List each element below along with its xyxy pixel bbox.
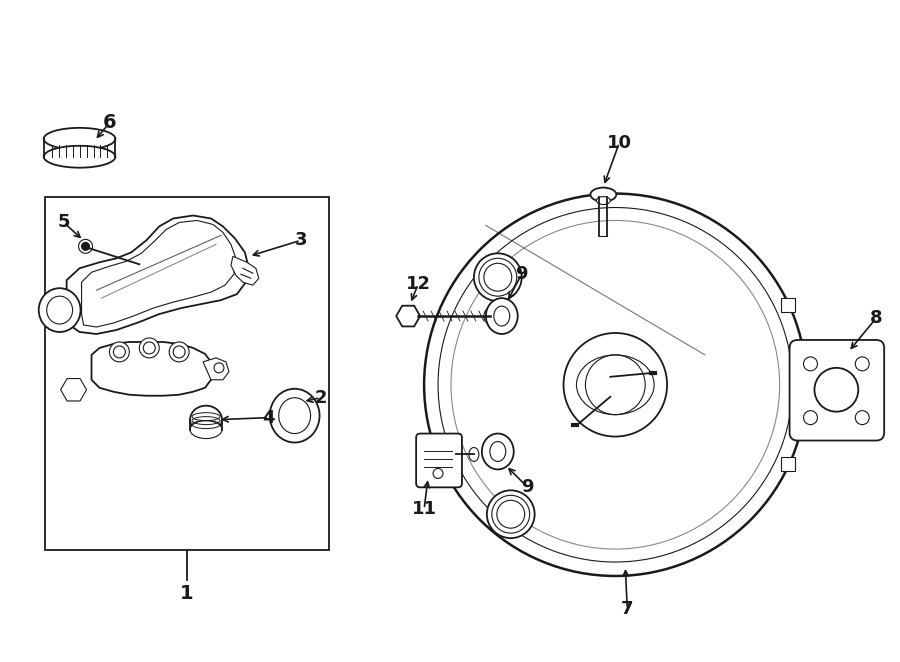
Polygon shape [231, 256, 259, 285]
Text: 3: 3 [294, 232, 307, 250]
Text: 8: 8 [870, 309, 883, 327]
Ellipse shape [270, 389, 320, 442]
Ellipse shape [279, 398, 310, 434]
Ellipse shape [190, 420, 222, 438]
Ellipse shape [490, 442, 506, 461]
Ellipse shape [44, 146, 115, 167]
Circle shape [113, 346, 125, 358]
Circle shape [140, 338, 159, 358]
Text: 9: 9 [521, 479, 534, 496]
Text: 2: 2 [314, 389, 327, 406]
Text: 9: 9 [516, 265, 528, 283]
Circle shape [811, 378, 824, 392]
Circle shape [855, 410, 869, 424]
Circle shape [110, 342, 130, 362]
Text: 1: 1 [180, 585, 194, 603]
Ellipse shape [47, 296, 73, 324]
Ellipse shape [484, 263, 512, 291]
Ellipse shape [486, 298, 518, 334]
Circle shape [814, 368, 859, 412]
Ellipse shape [497, 500, 525, 528]
Ellipse shape [474, 254, 522, 301]
Ellipse shape [590, 187, 616, 201]
Polygon shape [92, 342, 211, 396]
Text: 6: 6 [103, 113, 116, 132]
Circle shape [855, 357, 869, 371]
Circle shape [804, 410, 817, 424]
Circle shape [143, 342, 155, 354]
Circle shape [433, 469, 443, 479]
Ellipse shape [597, 197, 610, 205]
Bar [780, 457, 795, 471]
Text: 7: 7 [621, 600, 634, 618]
Circle shape [804, 357, 817, 371]
Ellipse shape [469, 448, 479, 461]
Circle shape [585, 355, 645, 414]
Circle shape [169, 342, 189, 362]
Circle shape [82, 242, 89, 250]
Circle shape [214, 363, 224, 373]
Polygon shape [67, 216, 248, 334]
Text: 11: 11 [411, 500, 436, 518]
Ellipse shape [44, 128, 115, 150]
Text: 4: 4 [263, 408, 275, 426]
Text: 10: 10 [607, 134, 632, 152]
Circle shape [173, 346, 185, 358]
Bar [780, 298, 795, 312]
Ellipse shape [482, 434, 514, 469]
Bar [45, 197, 328, 550]
Ellipse shape [487, 491, 535, 538]
Circle shape [563, 333, 667, 436]
Circle shape [78, 240, 93, 254]
Circle shape [424, 193, 806, 576]
FancyBboxPatch shape [798, 354, 832, 416]
Polygon shape [203, 358, 229, 380]
Text: 5: 5 [58, 213, 70, 232]
Ellipse shape [484, 308, 496, 324]
Text: 12: 12 [406, 275, 430, 293]
FancyBboxPatch shape [789, 340, 884, 440]
Ellipse shape [190, 406, 222, 434]
Ellipse shape [39, 288, 81, 332]
Ellipse shape [494, 306, 509, 326]
FancyBboxPatch shape [416, 434, 462, 487]
